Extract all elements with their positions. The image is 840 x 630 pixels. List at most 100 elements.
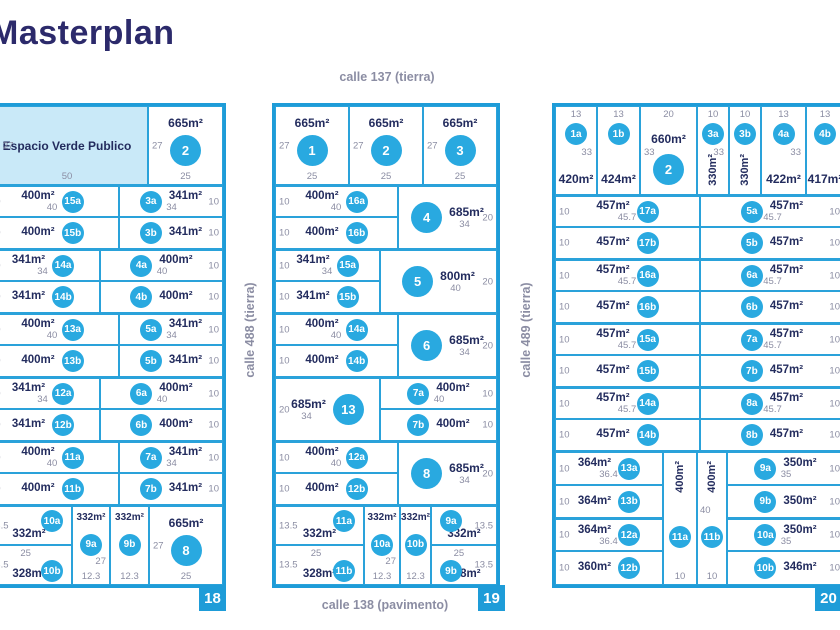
lot-badge-18-14b: 14b — [52, 286, 75, 308]
lot-area: 400m² — [159, 418, 193, 431]
lot-area: 665m² — [368, 115, 404, 130]
lot-depth: 45.7 — [617, 340, 637, 352]
lot-18-3a: 10 3a 341m² 34 — [119, 185, 223, 217]
lot-area: 400m² — [21, 190, 55, 203]
lot-badge-19-6: 6 — [411, 330, 443, 361]
dimension-label: 10 — [482, 388, 493, 399]
lot-badge-18-6b: 6b — [130, 414, 153, 436]
lot-area: 417m² — [807, 172, 840, 187]
lot-area: 341m² — [168, 318, 203, 331]
dimension-label: 10 — [208, 291, 219, 303]
lot-depth: 36.4 — [599, 469, 618, 481]
lot-badge-20-3a: 3a — [702, 123, 724, 145]
lot-20-13a: 10 364m² 36.4 13a — [555, 451, 663, 485]
lot-depth: 34 — [37, 394, 48, 406]
lot-badge-20-14b: 14b — [636, 424, 659, 446]
lot-depth: 34 — [166, 458, 177, 470]
lot-20-8b: 10 8b 457m² — [700, 419, 840, 451]
lot-19-16b: 10 400m² 16b — [275, 217, 398, 249]
lot-19-13: 20 685m² 34 13 — [275, 377, 380, 441]
dimension-label: 10 — [208, 452, 219, 463]
dimension-label: 13 — [778, 109, 789, 120]
block-number-badge-18: 18 — [199, 585, 226, 611]
lot-badge-20-3b: 3b — [734, 123, 756, 145]
lot-20-7b: 10 7b 457m² — [700, 355, 840, 387]
lot-badge-20-4a: 4a — [772, 123, 795, 145]
lot-area: 400m² — [159, 290, 193, 303]
lot-area: 665m² — [168, 115, 203, 130]
lot-depth: 40 — [46, 458, 58, 470]
lot-area: 400m² — [21, 226, 55, 239]
lot-badge-20-6b: 6b — [740, 296, 763, 318]
dimension-label: 10 — [559, 270, 570, 281]
lot-area: 400m² — [21, 318, 55, 331]
lot-badge-19-16b: 16b — [345, 222, 368, 244]
lot-badge-18-11a: 11a — [61, 446, 84, 469]
dimension-label: 20 — [482, 276, 493, 287]
lot-depth: 34 — [37, 266, 48, 278]
lot-area: 685m² — [449, 460, 484, 475]
dimension-label: 25 — [306, 171, 318, 182]
lot-badge-19-10b: 10b — [404, 533, 427, 556]
lot-badge-20-7b: 7b — [740, 360, 763, 382]
lot-area: 424m² — [601, 172, 636, 187]
lot-19-15a: 10 341m² 34 15a — [275, 249, 380, 281]
lot-badge-19-9b: 9b — [440, 560, 462, 583]
lot-19-10a: 27 12.3 332m² 10a — [364, 505, 400, 585]
lot-area: 341m² — [11, 382, 46, 395]
espacio-verde-publico: 27 50 Espacio Verde Publico — [0, 106, 148, 185]
lot-depth: 34 — [301, 410, 312, 422]
dimension-label: 33 — [581, 147, 592, 159]
lot-area: 400m² — [305, 190, 339, 203]
lot-badge-20-13a: 13a — [618, 457, 641, 480]
lot-badge-20-10b: 10b — [754, 557, 777, 579]
lot-area: 665m² — [168, 515, 204, 530]
lot-badge-20-15a: 15a — [636, 328, 659, 351]
lot-area: 685m² — [291, 396, 326, 411]
lot-badge-19-15a: 15a — [336, 254, 359, 277]
dimension-label: 10 — [208, 419, 219, 431]
dimension-label: 25 — [453, 548, 465, 559]
lot-area: 346m² — [783, 561, 817, 574]
lot-area: 364m² — [577, 494, 612, 507]
lot-20-14b: 10 457m² 14b — [555, 419, 700, 451]
lot-area: 457m² — [769, 364, 804, 377]
lot-19-16a: 10 400m² 40 16a — [275, 185, 398, 217]
lot-area: 332m² — [302, 527, 337, 540]
lot-18-4a: 10 4a 400m² 40 — [100, 249, 223, 281]
dimension-label: 12.3 — [81, 571, 101, 582]
lot-badge-18-3b: 3b — [139, 222, 162, 244]
dimension-label: 10 — [559, 237, 570, 249]
lot-badge-18-5b: 5b — [139, 350, 162, 372]
lot-area: 457m² — [769, 328, 804, 341]
street-label-calle-488: calle 488 (tierra) — [243, 282, 257, 378]
lot-20-12a: 10 364m² 36.4 12a — [555, 518, 663, 551]
lot-18-2: 27 25 665m² 2 — [148, 106, 223, 185]
lot-badge-19-7a: 7a — [407, 382, 430, 405]
lot-19-11a: 13.5 332m² 11a — [275, 505, 364, 545]
lot-area: 400m² — [159, 382, 193, 395]
lot-badge-18-7a: 7a — [139, 446, 162, 469]
dimension-label: 10 — [829, 270, 840, 281]
lot-20-7a: 10 7a 457m² 45.7 — [700, 323, 840, 355]
lot-18-3b: 10 3b 341m² — [119, 217, 223, 249]
dimension-label: 10 — [279, 452, 290, 463]
lot-area: 341m² — [168, 446, 203, 459]
dimension-label: 10 — [829, 562, 840, 574]
lot-18-6a: 10 6a 400m² 40 — [100, 377, 223, 409]
dimension-label: 10 — [0, 292, 1, 303]
lot-badge-20-15b: 15b — [636, 360, 659, 382]
lot-20-5a: 10 5a 457m² 45.7 — [700, 195, 840, 227]
lot-area: 350m² — [783, 457, 817, 470]
lot-badge-20-4b: 4b — [814, 123, 836, 145]
lot-area: 400m² — [674, 461, 686, 493]
dimension-label: 10 — [829, 237, 840, 249]
lot-badge-18-10a: 10a — [41, 510, 63, 532]
dimension-label: 10 — [559, 529, 570, 541]
dimension-label: 10 — [674, 571, 686, 582]
lot-19-10b: 12.3 332m² 10b — [400, 505, 431, 585]
dimension-label: 10 — [208, 260, 219, 271]
dimension-label: 13.5 — [474, 559, 494, 571]
lot-18-15b: 10 400m² 15b — [0, 217, 119, 249]
